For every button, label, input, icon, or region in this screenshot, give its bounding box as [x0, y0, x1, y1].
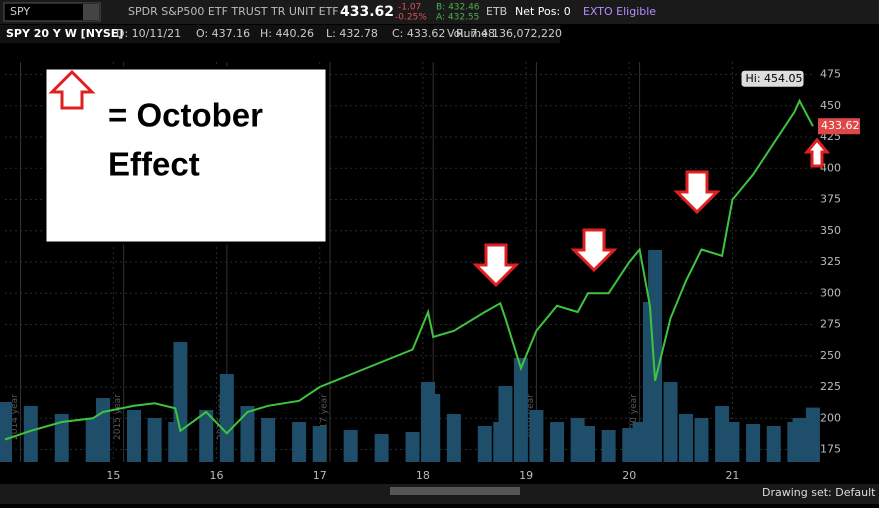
october-arrow	[803, 137, 831, 168]
volume-bar	[550, 422, 565, 462]
annotation-line1: = October	[108, 97, 263, 134]
volume-bar	[240, 406, 255, 462]
volume-bar	[477, 426, 492, 462]
y-tick-label: 275	[820, 318, 841, 331]
volume-bar	[426, 394, 441, 462]
volume-bar	[679, 414, 694, 462]
y-tick-label: 375	[820, 193, 841, 206]
volume-bar	[199, 410, 214, 462]
volume-bar	[405, 432, 420, 462]
volume-bar	[513, 358, 528, 462]
scrollbar[interactable]	[390, 487, 520, 495]
volume-bar	[0, 402, 12, 462]
volume-bar	[292, 422, 307, 462]
volume-label: Volume	[447, 27, 488, 40]
low: L: 432.78	[326, 27, 378, 40]
x-tick-label: 17	[313, 469, 327, 482]
y-tick-label: 325	[820, 255, 841, 268]
last: 433.62	[340, 4, 394, 20]
volume-bar	[529, 410, 544, 462]
volume-bar	[173, 342, 188, 462]
volume-bar	[792, 418, 807, 462]
symbol-box[interactable]	[3, 2, 101, 22]
volume-bar	[126, 410, 141, 462]
x-tick-label: 20	[622, 469, 636, 482]
y-tick-label: 175	[820, 443, 841, 456]
volume-bar	[580, 426, 595, 462]
volume-bar	[343, 430, 358, 462]
high: H: 440.26	[260, 27, 314, 40]
y-tick-label: 250	[820, 349, 841, 362]
ask: A: 432.55	[436, 13, 479, 23]
volume-bar	[446, 414, 461, 462]
legend-arrow	[48, 69, 96, 110]
bid: B: 432.46	[436, 3, 480, 13]
hi-tag	[741, 70, 804, 87]
volume-bar	[766, 426, 781, 462]
volume-bar	[261, 418, 276, 462]
change: -1.07	[398, 3, 421, 13]
exto: EXTO Eligible	[583, 5, 656, 18]
y-tick-label: 400	[820, 161, 841, 174]
year-marker-label: 2014 year	[10, 394, 20, 440]
volume-bar	[312, 426, 327, 462]
symbol: SPY	[10, 5, 30, 18]
volume-value: 136,072,220	[492, 27, 562, 40]
volume-bar	[725, 422, 740, 462]
year-marker-label: 2015 year	[113, 394, 123, 440]
net-pos: Net Pos: 0	[515, 5, 571, 18]
y-tick-label: 350	[820, 224, 841, 237]
close: C: 433.62	[392, 27, 445, 40]
volume-bar	[601, 430, 616, 462]
x-tick-label: 15	[106, 469, 120, 482]
year-marker-label: 2017 year	[320, 394, 330, 440]
range: R: 7.48	[456, 27, 495, 40]
x-tick-label: 16	[210, 469, 224, 482]
volume-bar	[498, 386, 513, 462]
volume-bar	[746, 424, 761, 462]
volume-bar	[54, 414, 69, 462]
y-tick-label: 200	[820, 411, 841, 424]
volume-bar	[694, 418, 709, 462]
annotation-box	[43, 66, 329, 245]
x-tick-label: 18	[416, 469, 430, 482]
study: SPY 20 Y W [NYSE]	[6, 27, 123, 40]
last-price: 433.62	[821, 119, 860, 132]
volume-bar	[805, 407, 820, 462]
y-tick-label: 475	[820, 68, 841, 81]
info-bar	[0, 25, 560, 43]
price-line	[4, 98, 814, 441]
etb: ETB	[486, 5, 507, 18]
october-arrow	[673, 170, 721, 215]
hi-label: Hi: 454.05	[746, 72, 803, 85]
october-arrow	[472, 243, 520, 288]
dropdown[interactable]	[83, 4, 99, 20]
volume-bar	[147, 418, 162, 462]
volume-bar	[96, 398, 111, 462]
x-tick-label: 19	[519, 469, 533, 482]
y-tick-label: 225	[820, 380, 841, 393]
last-price-tag	[818, 118, 860, 135]
y-tick-label: 300	[820, 286, 841, 299]
volume-bar	[663, 382, 678, 462]
volume-bar	[648, 250, 663, 462]
x-tick-label: 21	[725, 469, 739, 482]
date: D: 10/11/21	[116, 27, 181, 40]
annotation-line2: Effect	[108, 146, 200, 183]
october-arrow	[570, 228, 618, 273]
volume-bar	[219, 374, 234, 462]
y-tick-label: 450	[820, 99, 841, 112]
change-pct: -0.25%	[395, 13, 427, 23]
description: SPDR S&P500 ETF TRUST TR UNIT ETF	[128, 5, 339, 18]
volume-bar	[374, 434, 389, 462]
year-marker-label: 2020 year	[629, 394, 639, 440]
open: O: 437.16	[196, 27, 250, 40]
drawing-set[interactable]: Drawing set: Default	[762, 486, 876, 499]
volume-bar	[23, 406, 38, 462]
header-bar	[0, 0, 879, 24]
